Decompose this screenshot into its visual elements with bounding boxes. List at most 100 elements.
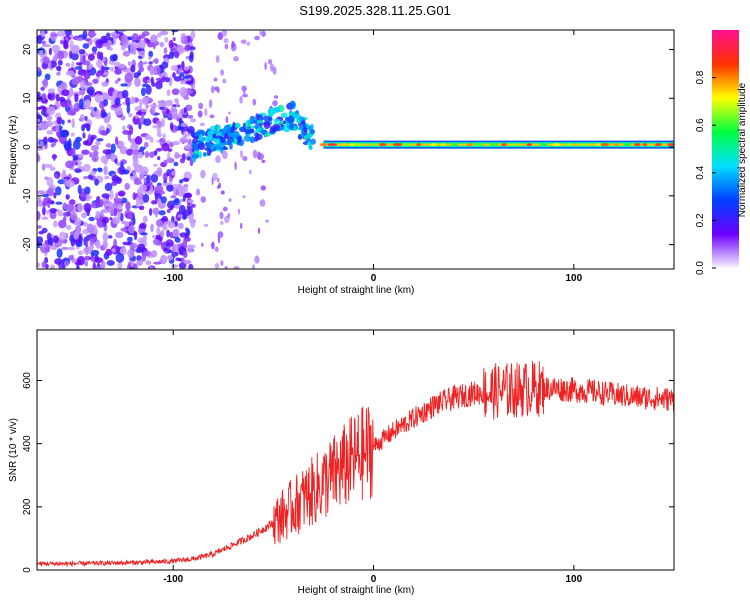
noise-cell bbox=[201, 242, 204, 247]
noise-cell bbox=[134, 115, 140, 119]
noise-cell bbox=[84, 186, 91, 195]
scatter-cell bbox=[310, 123, 314, 130]
noise-cell bbox=[150, 250, 158, 258]
x-tick-label: 0 bbox=[371, 273, 377, 284]
noise-cell bbox=[186, 244, 194, 253]
noise-cell bbox=[154, 150, 158, 156]
noise-cell bbox=[71, 147, 76, 158]
scatter-cell bbox=[233, 138, 238, 145]
noise-cell bbox=[224, 43, 229, 50]
noise-cell bbox=[163, 221, 167, 230]
x-tick-label: -100 bbox=[163, 273, 183, 284]
scatter-cell bbox=[229, 142, 233, 150]
noise-cell bbox=[138, 66, 145, 73]
noise-cell bbox=[37, 210, 41, 221]
noise-cell bbox=[114, 68, 122, 75]
noise-cell bbox=[53, 220, 58, 228]
noise-cell bbox=[174, 237, 181, 243]
noise-cell bbox=[73, 154, 79, 161]
noise-cell bbox=[125, 96, 129, 105]
noise-cell bbox=[136, 255, 142, 262]
scatter-cell bbox=[303, 127, 308, 134]
noise-cell bbox=[221, 150, 228, 160]
noise-cell bbox=[214, 247, 218, 252]
noise-cell bbox=[129, 125, 134, 135]
scatter-cell bbox=[216, 124, 221, 132]
colorbar-label: Normalized spectral amplitude bbox=[737, 82, 748, 217]
noise-cell bbox=[89, 239, 95, 247]
noise-cell bbox=[70, 132, 75, 137]
noise-cell bbox=[152, 207, 160, 215]
noise-cell bbox=[129, 44, 137, 55]
noise-cell bbox=[172, 72, 176, 79]
noise-cell bbox=[40, 86, 46, 91]
noise-cell bbox=[139, 232, 148, 236]
noise-cell bbox=[85, 38, 90, 42]
noise-cell bbox=[56, 116, 63, 125]
noise-cell bbox=[110, 143, 116, 154]
noise-cell bbox=[110, 152, 116, 162]
noise-cell bbox=[148, 207, 153, 216]
noise-cell bbox=[183, 250, 188, 259]
noise-cell bbox=[260, 185, 266, 191]
noise-cell bbox=[66, 203, 74, 213]
tone-cell bbox=[319, 143, 328, 147]
noise-cell bbox=[182, 239, 187, 248]
noise-cell bbox=[156, 167, 163, 177]
noise-cell bbox=[183, 66, 190, 71]
noise-cell bbox=[60, 82, 66, 90]
noise-cell bbox=[177, 222, 184, 230]
x-tick-label: 100 bbox=[565, 273, 582, 284]
noise-cell bbox=[240, 39, 247, 44]
noise-cell bbox=[166, 184, 174, 192]
noise-cell bbox=[37, 225, 42, 229]
noise-cell bbox=[126, 236, 133, 243]
noise-cell bbox=[101, 112, 108, 118]
noise-cell bbox=[42, 206, 46, 216]
noise-cell bbox=[185, 227, 189, 233]
noise-cell bbox=[188, 53, 194, 63]
noise-cell bbox=[46, 177, 54, 187]
noise-cell bbox=[150, 200, 158, 205]
noise-cell bbox=[58, 219, 67, 229]
snr-x-axis-label: Height of straight line (km) bbox=[298, 585, 415, 596]
tone-cell bbox=[416, 143, 421, 147]
noise-cell bbox=[42, 44, 51, 48]
noise-cell bbox=[59, 231, 67, 241]
noise-cell bbox=[186, 156, 192, 161]
noise-cell bbox=[72, 140, 81, 150]
noise-cell bbox=[67, 119, 71, 124]
noise-cell bbox=[46, 209, 51, 215]
noise-cell bbox=[170, 65, 179, 71]
noise-cell bbox=[109, 217, 113, 221]
spectrogram-y-axis-label: Frequency (Hz) bbox=[8, 116, 19, 185]
noise-cell bbox=[68, 254, 74, 261]
noise-cell bbox=[50, 143, 55, 148]
tone-cell bbox=[501, 143, 507, 147]
scatter-cell bbox=[223, 133, 229, 140]
scatter-cell bbox=[256, 120, 264, 124]
tone-cell bbox=[473, 143, 483, 147]
noise-cell bbox=[67, 246, 76, 251]
tone-cell bbox=[511, 143, 517, 147]
noise-cell bbox=[172, 140, 181, 146]
noise-cell bbox=[106, 154, 111, 160]
noise-cell bbox=[129, 96, 136, 105]
noise-cell bbox=[186, 199, 195, 204]
noise-cell bbox=[219, 220, 224, 225]
noise-cell bbox=[104, 175, 110, 180]
noise-cell bbox=[237, 208, 240, 215]
noise-cell bbox=[37, 236, 44, 245]
noise-cell bbox=[252, 149, 258, 159]
noise-cell bbox=[118, 141, 125, 148]
noise-cell bbox=[39, 244, 48, 248]
noise-cell bbox=[59, 129, 69, 138]
noise-cell bbox=[135, 111, 143, 116]
noise-cell bbox=[243, 87, 246, 96]
tone-cell bbox=[430, 143, 437, 147]
noise-cell bbox=[157, 100, 166, 104]
noise-cell bbox=[52, 235, 59, 244]
noise-cell bbox=[148, 61, 153, 65]
noise-cell bbox=[74, 93, 79, 103]
noise-cell bbox=[242, 195, 246, 199]
